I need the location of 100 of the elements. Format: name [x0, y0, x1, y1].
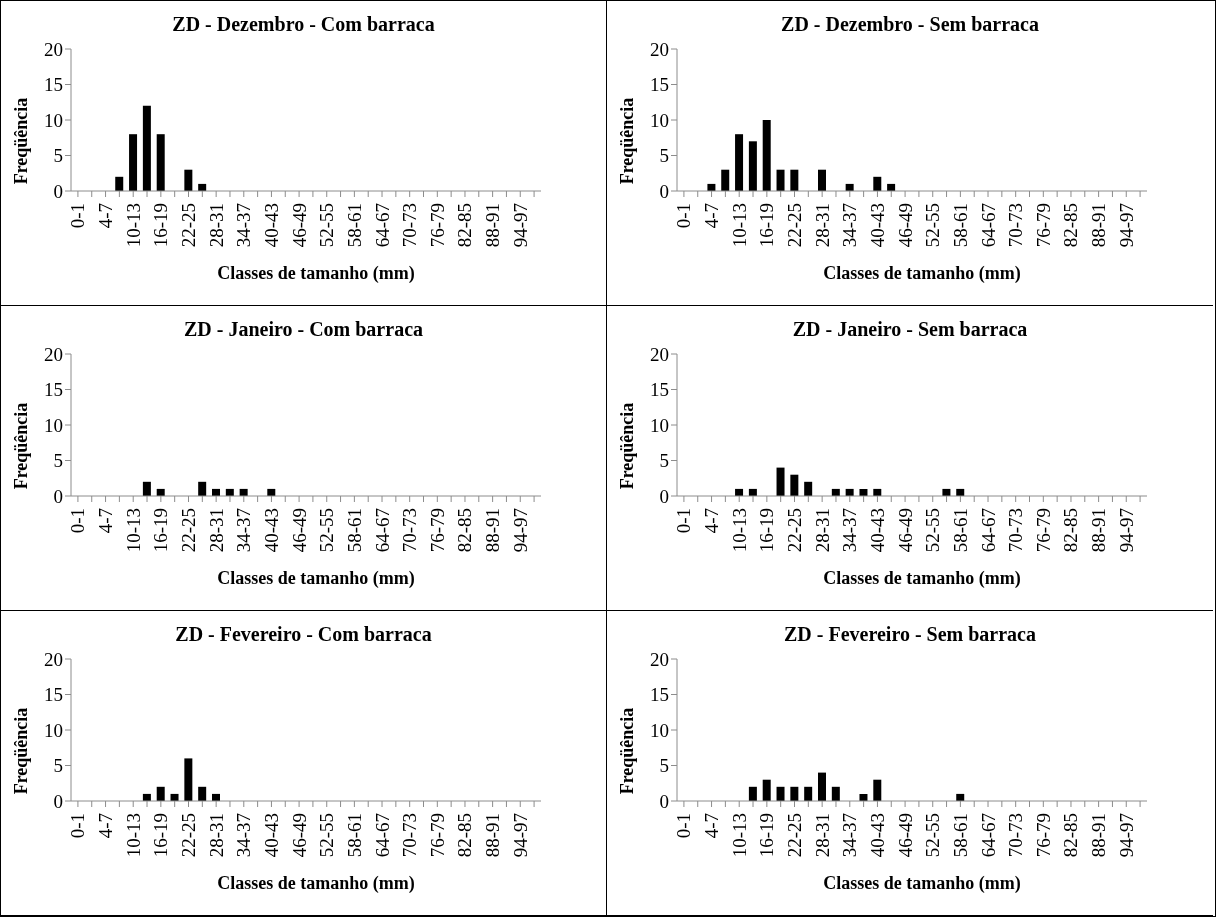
x-tick-label: 34-37: [233, 813, 255, 858]
x-tick-label: 22-25: [178, 203, 199, 248]
y-tick-label: 5: [659, 145, 669, 167]
x-tick-label: 40-43: [866, 508, 888, 553]
x-tick-label: 76-79: [426, 813, 448, 858]
y-tick-label: 15: [44, 74, 63, 96]
x-tick-label: 4-7: [701, 813, 723, 839]
chart-title: ZD - Fevereiro - Com barraca: [175, 623, 432, 645]
chart-title: ZD - Janeiro - Sem barraca: [792, 318, 1028, 340]
x-tick-label: 94-97: [509, 203, 531, 248]
y-axis-title: Freqüência: [10, 402, 32, 490]
x-tick-label: 40-43: [866, 813, 888, 858]
x-tick-label: 22-25: [784, 203, 805, 248]
y-tick-label: 0: [53, 180, 63, 202]
y-tick-label: 20: [44, 648, 63, 670]
x-axis-title: Classes de tamanho (mm): [216, 263, 416, 284]
x-axis-title: Classes de tamanho (mm): [822, 263, 1022, 284]
x-tick-label: 46-49: [288, 203, 310, 248]
y-tick-label: 15: [650, 74, 669, 96]
x-tick-label: 4-7: [95, 203, 117, 229]
chart-title: ZD - Janeiro - Com barraca: [183, 318, 424, 340]
x-tick-label: 64-67: [977, 508, 999, 553]
y-tick-label: 5: [53, 450, 63, 472]
y-tick-label: 0: [53, 485, 63, 507]
x-tick-label: 28-31: [205, 203, 227, 248]
x-tick-label: 76-79: [426, 508, 448, 553]
x-tick-label: 58-61: [343, 508, 365, 553]
x-tick-label: 76-79: [1032, 508, 1054, 553]
x-tick-label: 40-43: [866, 203, 888, 248]
y-tick-label: 5: [659, 755, 669, 777]
x-tick-label: 88-91: [482, 203, 504, 248]
x-tick-label: 82-85: [1060, 203, 1082, 248]
x-tick-label: 46-49: [894, 813, 916, 858]
x-tick-label: 0-1: [673, 203, 695, 229]
x-tick-label: 10-13: [122, 813, 144, 858]
x-tick-label: 34-37: [839, 813, 861, 858]
x-tick-label: 70-73: [399, 813, 421, 858]
y-tick-label: 15: [650, 684, 669, 706]
x-tick-label: 28-31: [205, 508, 227, 553]
x-tick-label: 94-97: [509, 813, 531, 858]
x-tick-label: 52-55: [922, 508, 944, 553]
x-tick-label: 0-1: [67, 813, 89, 839]
x-tick-label: 46-49: [894, 203, 916, 248]
x-tick-label: 16-19: [756, 813, 778, 858]
x-tick-label: 34-37: [233, 203, 255, 248]
x-tick-label: 4-7: [95, 508, 117, 534]
x-tick-label: 76-79: [1032, 203, 1054, 248]
x-tick-label: 88-91: [1088, 813, 1110, 858]
chart-title: ZD - Dezembro - Sem barraca: [781, 13, 1039, 35]
x-tick-label: 88-91: [1088, 508, 1110, 553]
y-tick-label: 5: [53, 755, 63, 777]
x-tick-label: 4-7: [701, 203, 723, 229]
y-tick-label: 10: [44, 414, 63, 436]
x-tick-label: 82-85: [1060, 508, 1082, 553]
x-tick-label: 4-7: [701, 508, 723, 534]
chart-title: ZD - Dezembro - Com barraca: [172, 13, 435, 35]
x-tick-label: 82-85: [1060, 813, 1082, 858]
y-tick-label: 10: [650, 719, 669, 741]
x-tick-label: 82-85: [454, 203, 476, 248]
x-tick-label: 88-91: [482, 813, 504, 858]
x-tick-label: 58-61: [343, 813, 365, 858]
x-tick-label: 28-31: [811, 203, 833, 248]
x-tick-label: 58-61: [949, 203, 971, 248]
x-tick-label: 22-25: [178, 508, 199, 553]
y-tick-label: 0: [659, 180, 669, 202]
x-tick-label: 10-13: [728, 203, 750, 248]
y-axis-title: Freqüência: [616, 97, 638, 185]
x-tick-label: 0-1: [673, 813, 695, 839]
x-tick-label: 70-73: [1005, 203, 1027, 248]
x-tick-label: 52-55: [922, 203, 944, 248]
x-tick-label: 52-55: [922, 813, 944, 858]
y-tick-label: 0: [53, 790, 63, 812]
x-tick-label: 52-55: [316, 203, 338, 248]
y-axis-title: Freqüência: [10, 97, 32, 185]
x-tick-label: 46-49: [894, 508, 916, 553]
y-tick-label: 15: [650, 379, 669, 401]
x-tick-label: 16-19: [150, 813, 172, 858]
x-tick-label: 40-43: [260, 508, 282, 553]
y-tick-label: 15: [44, 684, 63, 706]
y-tick-label: 20: [44, 343, 63, 365]
x-tick-label: 28-31: [811, 813, 833, 858]
x-tick-label: 28-31: [205, 813, 227, 858]
x-tick-label: 52-55: [316, 813, 338, 858]
x-tick-label: 16-19: [150, 203, 172, 248]
x-tick-label: 40-43: [260, 813, 282, 858]
y-tick-label: 10: [650, 109, 669, 131]
x-axis-title: Classes de tamanho (mm): [822, 568, 1022, 589]
y-axis-title: Freqüência: [616, 402, 638, 490]
y-tick-label: 10: [650, 414, 669, 436]
x-tick-label: 10-13: [122, 203, 144, 248]
x-tick-label: 22-25: [784, 508, 805, 553]
x-tick-label: 16-19: [756, 508, 778, 553]
y-tick-label: 10: [44, 719, 63, 741]
y-tick-label: 20: [650, 343, 669, 365]
x-tick-label: 70-73: [1005, 813, 1027, 858]
x-tick-label: 16-19: [756, 203, 778, 248]
x-axis-title: Classes de tamanho (mm): [216, 873, 416, 894]
y-tick-label: 0: [659, 485, 669, 507]
x-tick-label: 4-7: [95, 813, 117, 839]
x-tick-label: 64-67: [371, 813, 393, 858]
